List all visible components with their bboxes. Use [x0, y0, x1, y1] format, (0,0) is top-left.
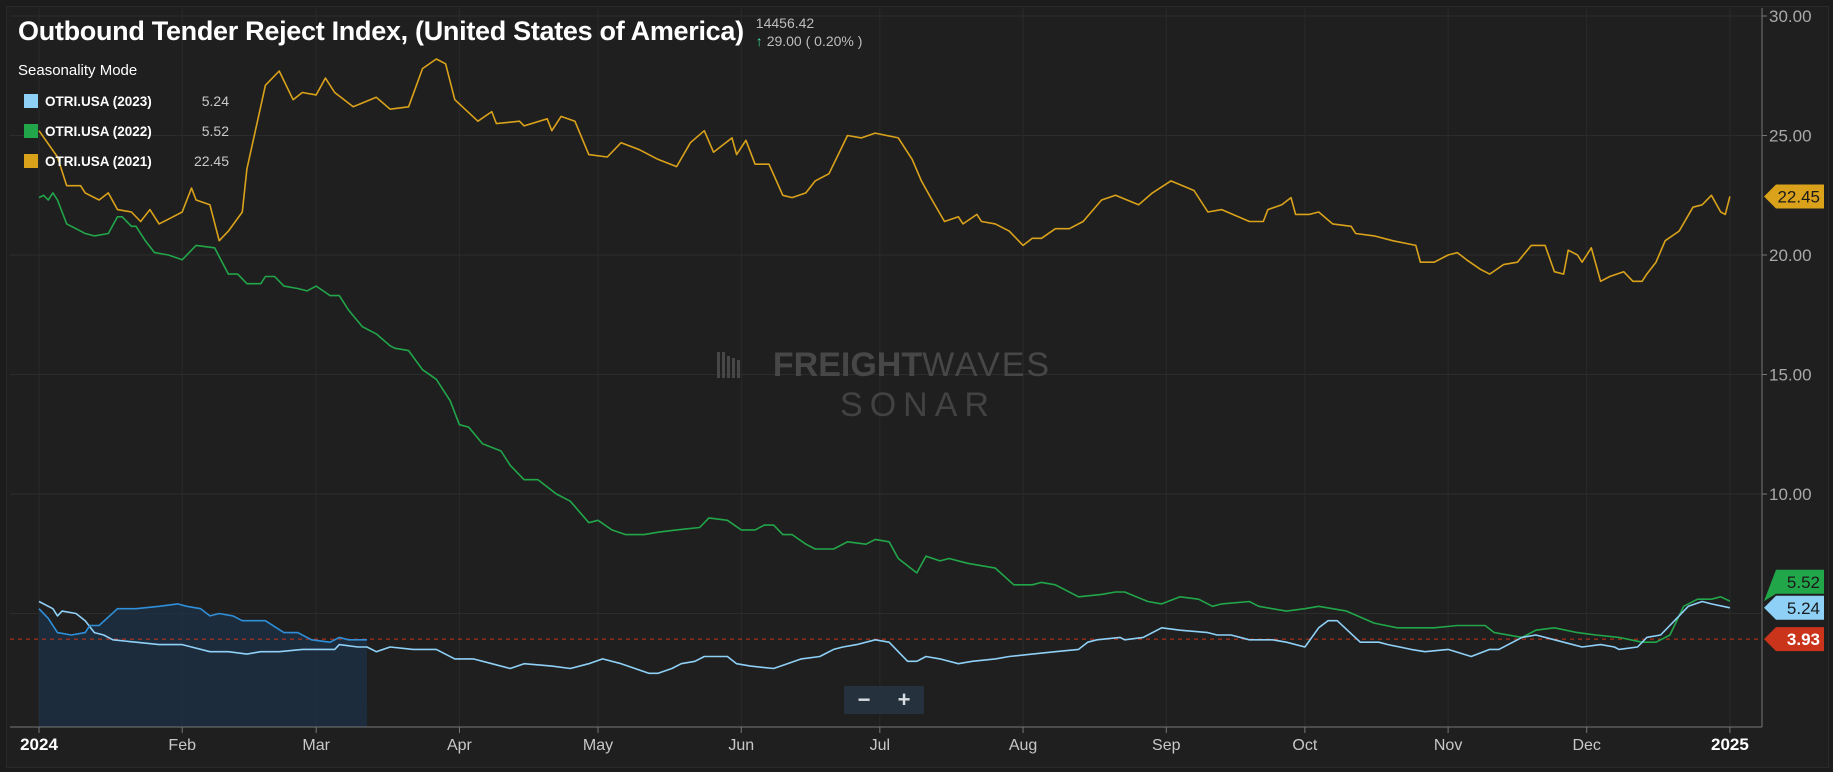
series-line-2022: [38, 192, 1731, 643]
badge-2022-text: 5.52: [1787, 573, 1820, 592]
price-change: 29.00 ( 0.20% ): [766, 33, 863, 49]
legend-item-2022[interactable]: OTRI.USA (2022) 5.52: [24, 116, 229, 146]
zoom-out-button[interactable]: −: [857, 687, 871, 712]
watermark-bars-icon: [717, 352, 740, 378]
y-tick-label: 15.00: [1769, 366, 1812, 385]
legend-item-2021[interactable]: OTRI.USA (2021) 22.45: [24, 146, 229, 176]
badge-current-shape: [1764, 627, 1824, 652]
legend-label: OTRI.USA (2021): [45, 153, 152, 169]
badge-2022: 5.52: [1764, 569, 1824, 602]
watermark-brand1: FREIGHT: [773, 346, 922, 384]
legend-value: 5.24: [201, 93, 229, 109]
x-tick-label: 2025: [1711, 735, 1749, 754]
chart-title: Outbound Tender Reject Index, (United St…: [18, 16, 744, 46]
y-tick-label: 30.00: [1769, 7, 1812, 26]
legend-label: OTRI.USA (2023): [45, 93, 152, 109]
legend-swatch: [24, 124, 38, 138]
seasonality-mode-label: Seasonality Mode: [18, 62, 138, 79]
series-line-2023: [38, 600, 1731, 675]
last-price: 14456.42: [755, 15, 815, 31]
up-arrow-icon: ↑: [755, 33, 763, 49]
price-block: 14456.42 ↑ 29.00 ( 0.20% ): [756, 14, 863, 50]
x-tick-label: Nov: [1434, 737, 1462, 754]
zoom-controls: − +: [844, 686, 924, 714]
x-tick-label: Apr: [447, 737, 473, 754]
badge-current: 3.93: [1764, 627, 1824, 652]
x-tick-label: Oct: [1292, 737, 1317, 754]
x-tick-label: Aug: [1009, 737, 1037, 754]
y-tick-label: 20.00: [1769, 246, 1812, 265]
series-line-current: [38, 603, 367, 643]
zoom-in-button[interactable]: +: [897, 687, 911, 712]
legend: OTRI.USA (2023) 5.24 OTRI.USA (2022) 5.52 …: [24, 86, 229, 176]
x-tick-label: 2024: [20, 735, 58, 754]
badge-2023: 5.24: [1764, 595, 1824, 620]
x-tick-label: Mar: [302, 737, 330, 754]
chart-header: Outbound Tender Reject Index, (United St…: [18, 14, 862, 50]
x-tick-label: Jul: [870, 737, 890, 754]
legend-swatch: [24, 94, 38, 108]
x-tick-label: May: [583, 737, 613, 754]
watermark-brand2: WAVES: [922, 346, 1051, 384]
badge-2021-shape: [1764, 184, 1824, 209]
legend-swatch: [24, 154, 38, 168]
series-line-2021: [38, 58, 1731, 283]
legend-label: OTRI.USA (2022): [45, 123, 152, 139]
x-tick-label: Sep: [1152, 737, 1181, 754]
x-tick-label: Dec: [1572, 737, 1600, 754]
legend-item-2023[interactable]: OTRI.USA (2023) 5.24: [24, 86, 229, 116]
badge-2021: 22.45: [1764, 184, 1824, 209]
badge-2023-shape: [1764, 595, 1824, 620]
gridlines: [10, 8, 1762, 727]
legend-value: 22.45: [193, 153, 229, 169]
badge-2021-text: 22.45: [1777, 187, 1820, 206]
y-tick-label: 25.00: [1769, 127, 1812, 146]
watermark-logo: FREIGHTWAVES: [773, 346, 1051, 384]
badge-2022-shape: [1764, 569, 1824, 602]
series-area-current: [39, 603, 368, 727]
badge-2023-text: 5.24: [1787, 599, 1820, 618]
legend-value: 5.52: [201, 123, 229, 139]
x-tick-label: Jun: [728, 737, 754, 754]
badge-current-text: 3.93: [1787, 630, 1820, 649]
watermark-product: SONAR: [840, 386, 996, 424]
x-tick-label: Feb: [168, 737, 196, 754]
y-tick-label: 10.00: [1769, 485, 1812, 504]
